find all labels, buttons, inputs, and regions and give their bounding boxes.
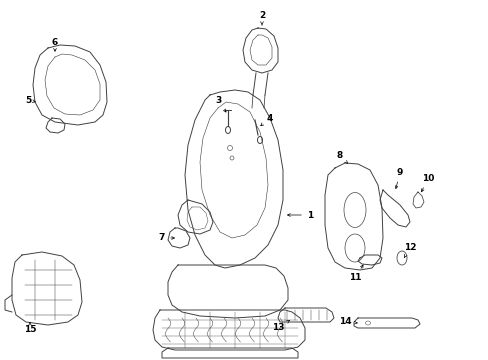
Text: 8: 8 — [336, 150, 347, 164]
Text: 13: 13 — [271, 320, 289, 333]
Text: 10: 10 — [421, 174, 433, 192]
Text: 14: 14 — [338, 318, 357, 327]
Text: 4: 4 — [260, 113, 273, 126]
Text: 12: 12 — [403, 243, 415, 258]
Text: 6: 6 — [52, 37, 58, 51]
Text: 5: 5 — [25, 95, 35, 104]
Text: 15: 15 — [24, 323, 36, 334]
Text: 3: 3 — [214, 95, 225, 112]
Text: 2: 2 — [258, 10, 264, 25]
Text: 1: 1 — [287, 211, 312, 220]
Text: 11: 11 — [348, 265, 363, 283]
Text: 7: 7 — [159, 234, 174, 243]
Text: 9: 9 — [394, 167, 403, 189]
